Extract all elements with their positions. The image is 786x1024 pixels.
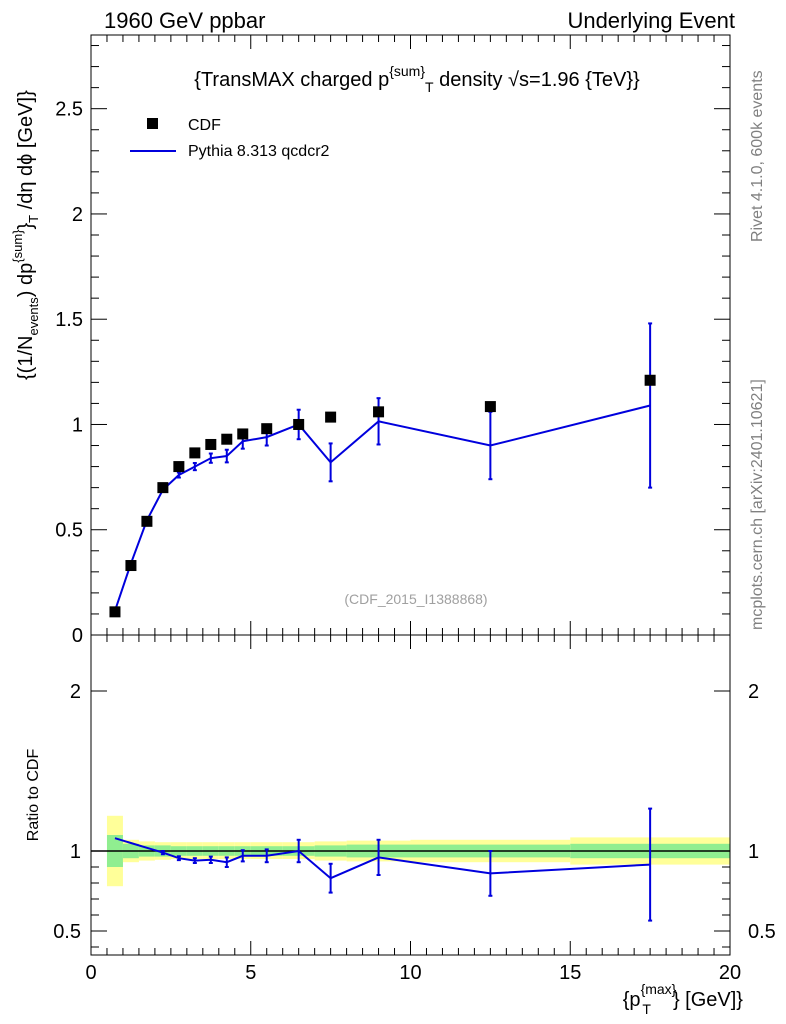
ratio-y-tick-label: 2 — [70, 681, 81, 703]
ratio-y-tick-label-right: 1 — [748, 841, 759, 863]
cdf-point — [373, 406, 385, 418]
cdf-point — [109, 606, 121, 618]
x-tick-label: 0 — [85, 962, 96, 984]
main-panel: 0 0.5 1 1.5 2 2.5 {TransMAX charged p{sum}T d… — [10, 34, 731, 647]
ratio-y-axis-label: Ratio to CDF — [25, 749, 42, 842]
cdf-point — [189, 447, 201, 459]
cdf-point — [325, 411, 337, 423]
cdf-point — [125, 560, 137, 572]
x-axis-label: {p{max} T} [GeV]} — [623, 981, 744, 1017]
ratio-y-tick-label: 1 — [70, 841, 81, 863]
main-data — [109, 322, 656, 618]
main-y-tick-label: 0 — [72, 625, 83, 647]
header-right: Underlying Event — [567, 8, 735, 33]
header-left: 1960 GeV ppbar — [104, 8, 265, 33]
ratio-y-tick-label: 0.5 — [53, 921, 81, 943]
legend-pythia-label: Pythia 8.313 qcdcr2 — [188, 143, 330, 160]
main-ticks: 0 0.5 1 1.5 2 2.5 — [55, 35, 731, 647]
x-tick-label: 10 — [399, 962, 421, 984]
x-tick-label: 15 — [559, 962, 581, 984]
cdf-point — [261, 423, 273, 435]
cdf-point — [205, 438, 217, 450]
ratio-panel: 0 5 10 15 20 0.5 0.5 1 1 2 2 Ratio to CDF {p{max} T… — [25, 634, 776, 1017]
cdf-point — [141, 515, 153, 527]
main-y-tick-label: 2 — [72, 204, 83, 226]
analysis-watermark: (CDF_2015_I1388868) — [344, 591, 487, 607]
legend-cdf-label: CDF — [188, 117, 221, 134]
cdf-point — [237, 428, 249, 440]
legend: CDF Pythia 8.313 qcdcr2 — [130, 117, 330, 160]
rivet-label: Rivet 4.1.0, 600k events — [749, 70, 766, 242]
cdf-point — [293, 418, 305, 430]
main-y-axis-label: {(1/Nevents) dp{sum}}T /dη dϕ [GeV]} — [10, 90, 41, 380]
pythia-line — [114, 404, 651, 612]
x-tick-label: 20 — [719, 962, 741, 984]
main-y-tick-label: 1.5 — [55, 309, 83, 331]
ratio-ticks: 0 5 10 15 20 0.5 0.5 1 1 2 2 — [53, 635, 776, 984]
main-y-tick-label: 2.5 — [55, 99, 83, 121]
cdf-point — [157, 482, 169, 494]
cdf-point — [173, 461, 185, 473]
main-y-tick-label: 0.5 — [55, 520, 83, 542]
ratio-frame — [90, 634, 731, 956]
main-frame — [90, 34, 731, 636]
ratio-y-tick-label-right: 2 — [748, 681, 759, 703]
main-y-tick-label: 1 — [72, 414, 83, 436]
ratio-data — [114, 807, 653, 922]
ratio-y-tick-label-right: 0.5 — [748, 921, 776, 943]
x-tick-label: 5 — [245, 962, 256, 984]
cdf-point — [644, 374, 656, 386]
mcplots-label: mcplots.cern.ch [arXiv:2401.10621] — [749, 379, 766, 630]
cdf-point — [484, 401, 496, 413]
chart-title: {TransMAX charged p{sum}T density √s=1.9… — [194, 63, 640, 95]
cdf-point — [221, 433, 233, 445]
legend-cdf-marker — [147, 118, 158, 129]
